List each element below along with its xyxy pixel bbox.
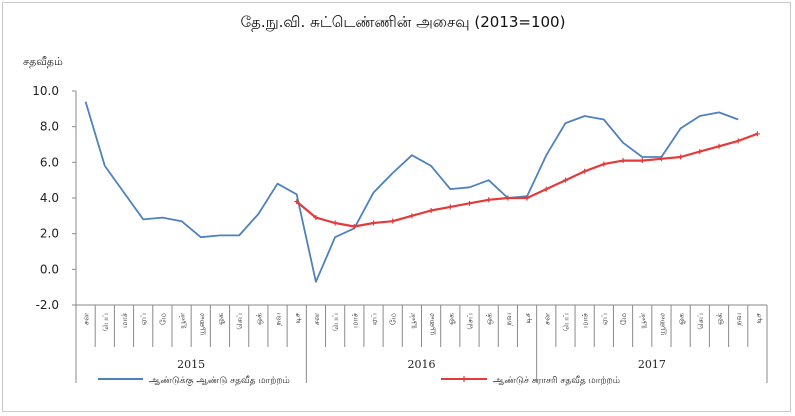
series-line-yoy (84, 101, 739, 283)
data-point-annual-average (562, 177, 568, 183)
data-point-annual-average (639, 158, 645, 164)
x-tick-label: யூன் (408, 313, 417, 329)
data-point-annual-average (371, 220, 377, 226)
x-tick-label: யூன் (638, 313, 647, 329)
data-point-annual-average (390, 218, 396, 224)
x-tick-label: ஓக (677, 313, 686, 325)
data-point-annual-average (582, 168, 588, 174)
x-tick-label: மே (158, 313, 167, 325)
legend: ஆண்டுக்கு ஆண்டு சதவீத மாற்றம் ஆண்டுச் சர… (98, 376, 620, 387)
x-tick-labels: சன பெப் மாச் ஏப் மே யூன் யூலை ஓக செப் ஒக் நவ டிச சன ப… (75, 305, 768, 383)
x-tick-label: செப் (465, 313, 474, 330)
x-tick-label: யூன் (178, 313, 187, 329)
data-point-annual-average (697, 149, 703, 155)
data-point-annual-average (505, 195, 511, 201)
x-tick-label: டிச (293, 312, 302, 323)
year-label: 2016 (408, 358, 436, 371)
year-labels: 2015 2016 2017 (177, 358, 666, 371)
x-tick-label: டிச (523, 312, 532, 323)
legend-marker-annual-average (461, 376, 467, 382)
data-point-annual-average (543, 186, 549, 192)
x-tick-label: ஏப் (600, 313, 609, 325)
data-point-annual-average (428, 207, 434, 213)
x-tick-label: சன (82, 313, 91, 325)
y-tick-label: 4.0 (40, 191, 59, 205)
data-point-annual-average (351, 224, 357, 230)
year-label: 2017 (638, 358, 666, 371)
x-tick-label: பெப் (101, 313, 110, 331)
x-tick-label: நவ (504, 313, 513, 326)
chart-title: தே.நு.வி. சுட்டெண்ணின் அசைவு (2013=100) (241, 13, 566, 31)
y-tick-label: 10.0 (32, 84, 59, 98)
x-tick-label: பெப் (561, 313, 570, 331)
x-tick-label: ஏப் (139, 313, 148, 325)
x-tick-label: பெப் (331, 313, 340, 331)
data-point-annual-average (486, 197, 492, 203)
y-tick-label: 8.0 (40, 120, 59, 134)
data-point-annual-average (294, 199, 300, 205)
data-point-annual-average (716, 143, 722, 149)
x-tick-label: மே (389, 313, 398, 325)
x-tick-label: மாச் (581, 312, 590, 328)
data-point-annual-average (735, 138, 741, 144)
y-axis-label: சதவீதம் (23, 55, 63, 68)
year-label: 2015 (177, 358, 205, 371)
data-point-annual-average (313, 215, 319, 221)
legend-label-annual-average: ஆண்டுச் சராசரி சதவீத மாற்றம் (493, 376, 620, 386)
y-tick-labels: 10.0 8.0 6.0 4.0 2.0 0.0 -2.0 (32, 84, 76, 312)
y-tick-label: 2.0 (40, 227, 59, 241)
y-tick-label: -2.0 (36, 298, 59, 312)
x-tick-label: மே (619, 313, 628, 325)
data-point-annual-average (466, 200, 472, 206)
x-tick-label: ஒக் (715, 313, 724, 325)
x-tick-label: ஒக் (485, 313, 494, 325)
chart-frame: தே.நு.வி. சுட்டெண்ணின் அசைவு (2013=100) … (2, 2, 791, 412)
x-tick-label: சன (542, 313, 551, 325)
x-tick-label: செப் (696, 313, 705, 330)
x-tick-label: செப் (235, 313, 244, 330)
data-point-annual-average (409, 213, 415, 219)
legend-label-yoy: ஆண்டுக்கு ஆண்டு சதவீத மாற்றம் (149, 376, 290, 387)
x-tick-label: டிச (753, 312, 762, 323)
x-tick-label: சன (312, 313, 321, 325)
data-point-annual-average (524, 195, 530, 201)
data-point-annual-average (678, 154, 684, 160)
data-point-annual-average (754, 131, 760, 137)
axes (75, 91, 767, 306)
y-tick-label: 0.0 (40, 262, 59, 276)
data-point-annual-average (601, 161, 607, 167)
x-tick-label: ஏப் (370, 313, 379, 325)
x-tick-label: நவ (274, 313, 283, 326)
data-point-annual-average (620, 158, 626, 164)
x-tick-label: மாச் (350, 312, 359, 328)
x-tick-label: நவ (734, 313, 743, 326)
data-point-annual-average (332, 220, 338, 226)
x-tick-label: ஓக (446, 313, 455, 325)
series-line-annual-average (295, 132, 758, 228)
x-tick-label: யூலை (427, 313, 436, 336)
data-point-annual-average (658, 156, 664, 162)
series-lines (84, 101, 760, 283)
chart: தே.நு.வி. சுட்டெண்ணின் அசைவு (2013=100) … (23, 13, 768, 387)
y-tick-label: 6.0 (40, 155, 59, 169)
x-tick-label: யூலை (657, 313, 666, 336)
data-point-annual-average (447, 204, 453, 210)
x-tick-label: யூலை (197, 313, 206, 336)
x-tick-label: ஒக் (254, 313, 263, 325)
x-tick-label: ஓக (216, 313, 225, 325)
legend-marker-cross (461, 376, 467, 382)
x-tick-label: மாச் (120, 312, 129, 328)
